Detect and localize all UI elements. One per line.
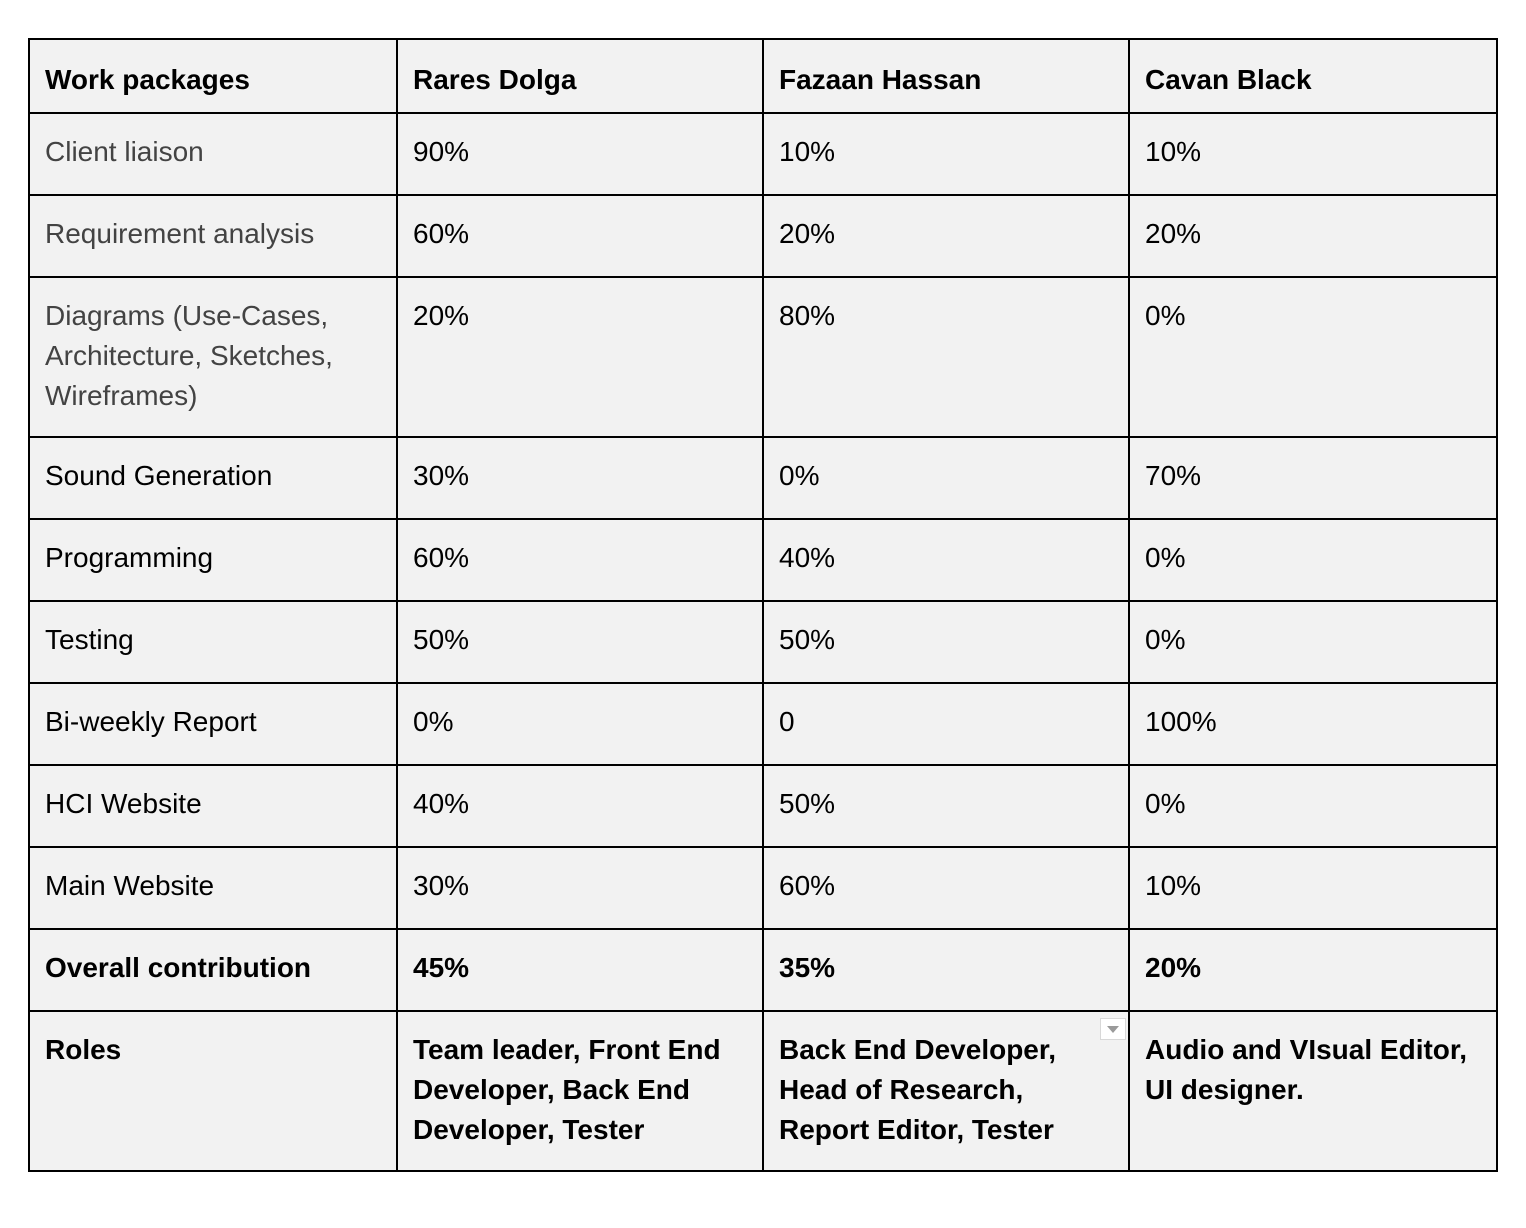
value-cell: 10% xyxy=(762,112,1130,196)
value-cell: 10% xyxy=(1128,112,1498,196)
header-rares-dolga: Rares Dolga xyxy=(396,38,764,114)
table-row: Sound Generation 30% 0% 70% xyxy=(28,436,1498,520)
overall-contribution-row: Overall contribution 45% 35% 20% xyxy=(28,928,1498,1012)
roles-label: Roles xyxy=(28,1010,398,1172)
table-row: Testing 50% 50% 0% xyxy=(28,600,1498,684)
table-row: Main Website 30% 60% 10% xyxy=(28,846,1498,930)
header-cavan-black: Cavan Black xyxy=(1128,38,1498,114)
value-cell: 80% xyxy=(762,276,1130,438)
work-package-cell: Sound Generation xyxy=(28,436,398,520)
value-cell: 70% xyxy=(1128,436,1498,520)
overall-value-cell: 35% xyxy=(762,928,1130,1012)
header-fazaan-hassan: Fazaan Hassan xyxy=(762,38,1130,114)
value-cell: 90% xyxy=(396,112,764,196)
value-cell: 30% xyxy=(396,846,764,930)
header-work-packages: Work packages xyxy=(28,38,398,114)
work-package-cell: Testing xyxy=(28,600,398,684)
value-cell: 60% xyxy=(762,846,1130,930)
work-package-cell: Programming xyxy=(28,518,398,602)
overall-value-cell: 20% xyxy=(1128,928,1498,1012)
work-package-cell: Client liaison xyxy=(28,112,398,196)
role-cell: Audio and VIsual Editor, UI designer. xyxy=(1128,1010,1498,1172)
value-cell: 60% xyxy=(396,518,764,602)
role-cell: Back End Developer, Head of Research, Re… xyxy=(762,1010,1130,1172)
value-cell: 60% xyxy=(396,194,764,278)
contribution-table: Work packages Rares Dolga Fazaan Hassan … xyxy=(28,38,1498,1172)
work-package-cell: Bi-weekly Report xyxy=(28,682,398,766)
value-cell: 50% xyxy=(396,600,764,684)
table-row: Diagrams (Use-Cases, Architecture, Sketc… xyxy=(28,276,1498,438)
roles-row: Roles Team leader, Front End Developer, … xyxy=(28,1010,1498,1172)
table-row: Requirement analysis 60% 20% 20% xyxy=(28,194,1498,278)
role-text: Back End Developer, Head of Research, Re… xyxy=(779,1034,1057,1145)
value-cell: 40% xyxy=(762,518,1130,602)
work-package-cell: Requirement analysis xyxy=(28,194,398,278)
role-cell: Team leader, Front End Developer, Back E… xyxy=(396,1010,764,1172)
value-cell: 100% xyxy=(1128,682,1498,766)
value-cell: 50% xyxy=(762,764,1130,848)
value-cell: 10% xyxy=(1128,846,1498,930)
value-cell: 0 xyxy=(762,682,1130,766)
value-cell: 20% xyxy=(1128,194,1498,278)
table-row: HCI Website 40% 50% 0% xyxy=(28,764,1498,848)
cell-dropdown-icon[interactable] xyxy=(1100,1018,1126,1040)
value-cell: 0% xyxy=(1128,518,1498,602)
value-cell: 0% xyxy=(1128,764,1498,848)
value-cell: 30% xyxy=(396,436,764,520)
value-cell: 20% xyxy=(762,194,1130,278)
value-cell: 0% xyxy=(396,682,764,766)
table-row: Bi-weekly Report 0% 0 100% xyxy=(28,682,1498,766)
value-cell: 20% xyxy=(396,276,764,438)
work-package-cell: Diagrams (Use-Cases, Architecture, Sketc… xyxy=(28,276,398,438)
value-cell: 50% xyxy=(762,600,1130,684)
value-cell: 0% xyxy=(1128,600,1498,684)
value-cell: 0% xyxy=(762,436,1130,520)
overall-contribution-label: Overall contribution xyxy=(28,928,398,1012)
table-row: Client liaison 90% 10% 10% xyxy=(28,112,1498,196)
work-package-cell: HCI Website xyxy=(28,764,398,848)
overall-value-cell: 45% xyxy=(396,928,764,1012)
table-row: Programming 60% 40% 0% xyxy=(28,518,1498,602)
value-cell: 0% xyxy=(1128,276,1498,438)
work-package-cell: Main Website xyxy=(28,846,398,930)
header-row: Work packages Rares Dolga Fazaan Hassan … xyxy=(28,38,1498,114)
value-cell: 40% xyxy=(396,764,764,848)
